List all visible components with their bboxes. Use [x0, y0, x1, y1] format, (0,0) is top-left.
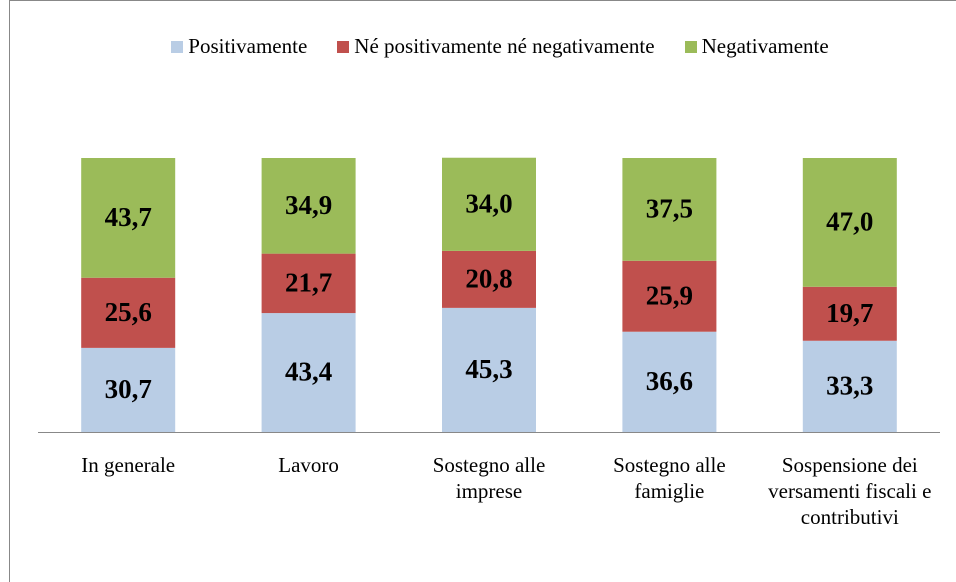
bar-segment	[261, 253, 356, 314]
legend-item: Negativamente	[684, 34, 829, 59]
bar-segment	[622, 331, 717, 432]
data-label: 20,8	[465, 264, 512, 294]
bar-segment	[622, 260, 717, 332]
bar-segment	[442, 157, 536, 251]
data-label: 47,0	[826, 207, 873, 237]
data-label: 43,4	[285, 357, 332, 387]
data-label: 25,9	[646, 280, 693, 310]
data-label: 21,7	[285, 268, 332, 298]
legend-swatch	[337, 40, 350, 53]
bar-segment	[81, 347, 176, 432]
data-label: 36,6	[646, 366, 693, 396]
legend-item: Positivamente	[171, 34, 307, 59]
legend-swatch	[684, 40, 697, 53]
x-tick-label: Lavoro	[278, 453, 339, 477]
x-tick-label: Sostegno alle imprese	[432, 453, 546, 503]
legend-label: Negativamente	[701, 34, 829, 58]
data-label: 37,5	[646, 194, 693, 224]
legend-swatch	[171, 40, 184, 53]
data-label: 19,7	[826, 298, 873, 328]
data-label: 43,7	[105, 202, 152, 232]
data-label: 34,0	[465, 189, 512, 219]
bar-segment	[622, 158, 717, 261]
bar-segment	[81, 277, 176, 348]
legend-item: Né positivamente né negativamente	[337, 34, 655, 59]
data-label: 30,7	[105, 374, 152, 404]
bar-segment	[261, 158, 356, 254]
bar-segment	[261, 313, 356, 432]
legend: Positivamente Né positivamente né negativ…	[0, 34, 956, 59]
x-tick-label: Sospensione dei versamenti fiscali e con…	[768, 453, 932, 529]
data-label: 25,6	[105, 297, 152, 327]
x-tick-label: Sostegno alle famiglie	[613, 453, 726, 503]
x-tick-label: In generale	[81, 453, 176, 477]
bar-segment	[802, 286, 897, 341]
bar-segment	[802, 158, 897, 287]
bar-segment	[81, 158, 176, 278]
bar-segment	[442, 307, 536, 432]
frame	[9, 0, 956, 582]
data-label: 33,3	[826, 371, 873, 401]
data-label: 34,9	[285, 190, 332, 220]
bar-segment	[442, 250, 536, 308]
legend-label: Né positivamente né negativamente	[354, 34, 655, 58]
legend-label: Positivamente	[188, 34, 308, 58]
bar-segment	[802, 340, 897, 432]
data-label: 45,3	[465, 354, 512, 384]
